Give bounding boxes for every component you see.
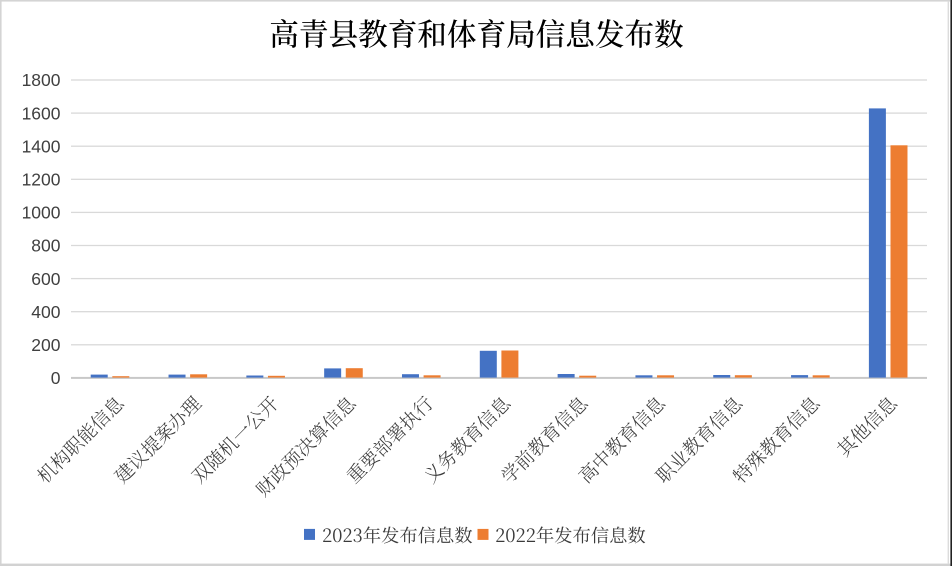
svg-text:600: 600 [31, 269, 60, 289]
svg-text:800: 800 [31, 236, 60, 256]
svg-text:400: 400 [31, 302, 60, 322]
svg-text:0: 0 [51, 368, 61, 388]
svg-text:200: 200 [31, 335, 60, 355]
svg-text:1000: 1000 [22, 203, 61, 223]
svg-text:1200: 1200 [22, 170, 61, 190]
svg-text:1400: 1400 [22, 136, 61, 156]
svg-text:1800: 1800 [22, 70, 61, 90]
svg-text:1600: 1600 [22, 103, 61, 123]
